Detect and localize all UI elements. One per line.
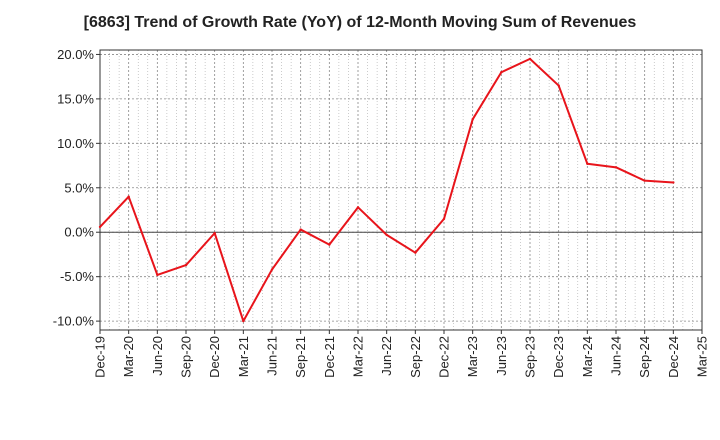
x-tick-label: Jun-23 (494, 336, 509, 376)
data-point (127, 195, 130, 198)
x-tick-label: Dec-19 (93, 336, 108, 378)
x-tick-label: Mar-20 (121, 336, 136, 377)
x-tick-label: Dec-23 (551, 336, 566, 378)
data-point (672, 181, 675, 184)
x-tick-label: Sep-21 (293, 336, 308, 378)
x-tick-label: Jun-21 (265, 336, 280, 376)
plot-frame (99, 49, 703, 331)
data-point (385, 233, 388, 237)
data-point (184, 263, 188, 267)
data-point (356, 206, 360, 209)
x-tick-label: Dec-21 (322, 336, 337, 378)
y-tick-label: 15.0% (57, 91, 94, 106)
data-point (98, 225, 102, 229)
x-tick-label: Jun-20 (150, 336, 165, 376)
y-tick-label: 10.0% (57, 136, 94, 151)
data-point (614, 166, 618, 169)
x-tick-label: Sep-22 (408, 336, 423, 378)
data-point (270, 268, 274, 271)
data-point (213, 231, 216, 235)
x-tick-label: Dec-22 (437, 336, 452, 378)
x-tick-label: Mar-25 (695, 336, 710, 377)
x-tick-label: Sep-20 (179, 336, 194, 378)
y-tick-label: -10.0% (53, 314, 95, 329)
data-point (557, 84, 560, 87)
data-point (500, 71, 503, 74)
y-tick-label: -5.0% (60, 269, 94, 284)
x-tick-label: Mar-23 (465, 336, 480, 377)
chart-title: [6863] Trend of Growth Rate (YoY) of 12-… (83, 14, 637, 31)
x-tick-label: Mar-24 (580, 336, 595, 377)
y-tick-label: 5.0% (64, 180, 94, 195)
data-point (414, 251, 417, 254)
data-point (528, 57, 532, 61)
y-tick-label: 0.0% (64, 225, 94, 240)
x-tick-label: Dec-20 (207, 336, 222, 378)
data-point (328, 243, 331, 246)
x-tick-label: Sep-23 (523, 336, 538, 378)
x-tick-label: Mar-21 (236, 336, 251, 377)
data-point (299, 228, 302, 231)
data-point (156, 273, 159, 277)
x-tick-label: Mar-22 (351, 336, 366, 377)
data-point (471, 118, 474, 121)
x-tick-label: Jun-24 (609, 336, 624, 376)
x-tick-label: Dec-24 (666, 336, 681, 378)
data-point (442, 217, 446, 221)
data-point (586, 162, 589, 165)
plot-area (100, 50, 702, 330)
data-point (242, 319, 245, 323)
x-tick-label: Jun-22 (379, 336, 394, 376)
y-tick-label: 20.0% (57, 47, 94, 62)
data-point (643, 179, 646, 182)
x-tick-label: Sep-24 (637, 336, 652, 378)
